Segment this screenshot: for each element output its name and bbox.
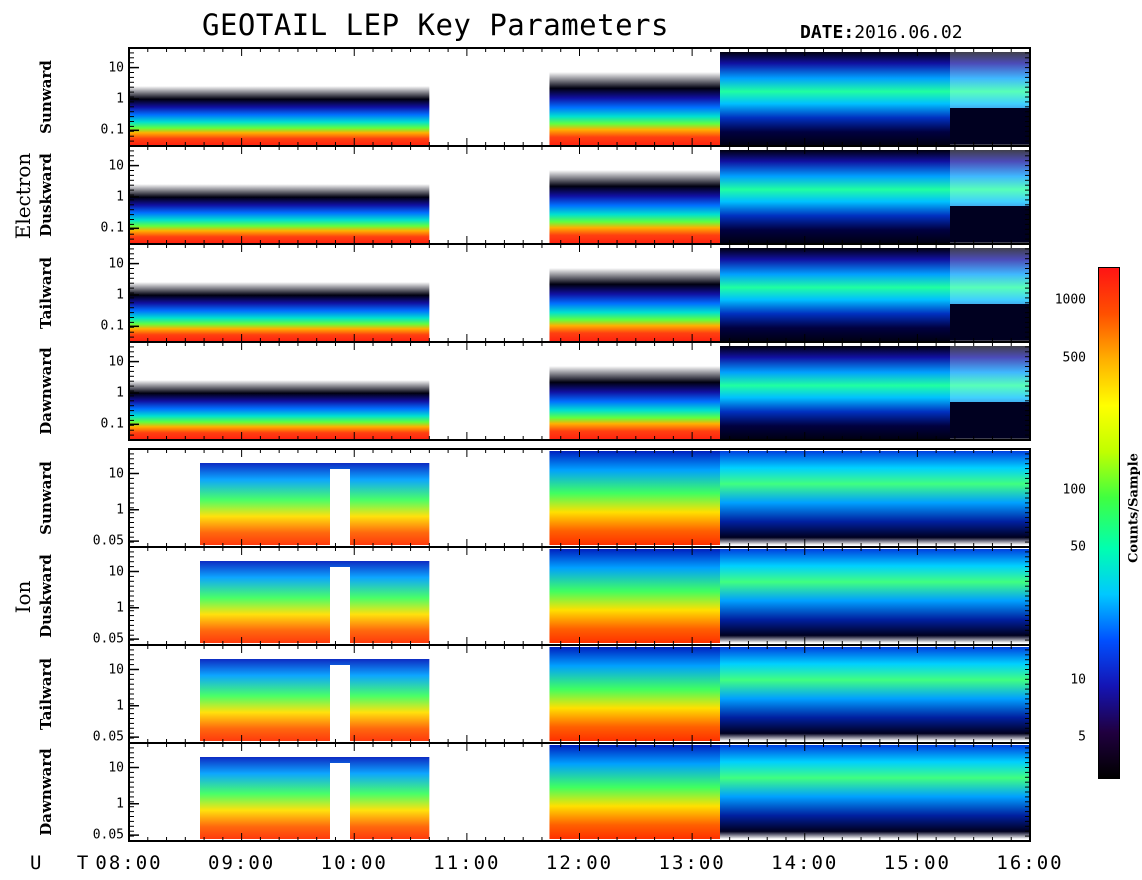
- x-tick-label: 13:00: [658, 852, 726, 874]
- electron-spectrum-late: [720, 248, 950, 342]
- y-tick-label: 10: [108, 466, 124, 481]
- y-tick-label: 0.05: [92, 631, 124, 647]
- x-tick-label: 14:00: [771, 852, 839, 874]
- ion-spectrum-gap: [330, 665, 350, 741]
- spectrogram-panel-electron-tailward: [128, 243, 1031, 343]
- ion-spectrum-late: [720, 745, 1030, 839]
- x-tick-label: 11:00: [433, 852, 501, 874]
- y-tick-label: 1: [116, 287, 124, 303]
- ion-spectrum-mid: [549, 745, 720, 839]
- x-tick-label: 15:00: [883, 852, 951, 874]
- y-tick-label: 10: [108, 760, 124, 775]
- colorbar: [1098, 267, 1120, 779]
- electron-spectrum-mid: [549, 366, 720, 440]
- y-tick-label: 1: [116, 698, 124, 714]
- ion-spectrum-late: [720, 451, 1030, 545]
- y-tick-label: 1: [116, 91, 124, 107]
- electron-spectrum-low-fill: [950, 108, 1030, 144]
- electron-spectrum-early: [129, 282, 430, 342]
- colorbar-tick-label: 5: [1078, 729, 1086, 745]
- colorbar-tick-label: 100: [1062, 482, 1086, 498]
- spectrogram-panel-electron-dawnward: [128, 341, 1031, 441]
- colorbar-title: Counts/Sample: [1126, 453, 1142, 563]
- ion-spectrum-early: [200, 757, 430, 839]
- spectrogram-panel-ion-dawnward: [128, 742, 1031, 842]
- y-tick-label: 0.05: [92, 827, 124, 843]
- electron-spectrum-mid: [549, 170, 720, 244]
- electron-spectrum-mid: [549, 72, 720, 146]
- y-tick-label: 0.05: [92, 533, 124, 549]
- date-display: DATE:2016.06.02: [800, 22, 963, 43]
- y-tick-label: 1: [116, 189, 124, 205]
- date-value: 2016.06.02: [854, 22, 963, 43]
- ion-spectrum-late: [720, 647, 1030, 741]
- y-tick-label: 1: [116, 502, 124, 518]
- spectrogram-panel-ion-duskward: [128, 546, 1031, 646]
- electron-spectrum-late: [720, 346, 950, 440]
- electron-spectrum-low-fill: [950, 304, 1030, 340]
- electron-spectrum-early: [129, 86, 430, 146]
- y-tick-label: 0.1: [100, 122, 124, 138]
- electron-spectrum-early: [129, 184, 430, 244]
- y-tick-label: 1: [116, 385, 124, 401]
- colorbar-tick-label: 10: [1070, 672, 1086, 688]
- ion-spectrum-early: [200, 659, 430, 741]
- electron-spectrum-low-fill: [950, 206, 1030, 242]
- electron-spectrum-early: [129, 380, 430, 440]
- x-tick-label: 08:00: [95, 852, 163, 874]
- ion-spectrum-gap: [330, 763, 350, 839]
- y-tick-label: 1: [116, 600, 124, 616]
- ion-spectrum-mid: [549, 549, 720, 643]
- ion-spectrum-late: [720, 549, 1030, 643]
- ion-spectrum-mid: [549, 647, 720, 741]
- x-tick-label: 12:00: [545, 852, 614, 874]
- spectrogram-panel-ion-tailward: [128, 644, 1031, 744]
- y-tick-label: 0.05: [92, 729, 124, 745]
- electron-spectrum-low-fill: [950, 402, 1030, 438]
- y-tick-label: 10: [108, 158, 124, 174]
- date-label: DATE:: [800, 22, 855, 43]
- electron-spectrum-late: [720, 150, 950, 244]
- x-tick-label: 10:00: [320, 852, 388, 874]
- x-tick-label: 09:00: [208, 852, 276, 874]
- y-tick-label: 10: [108, 60, 124, 76]
- y-tick-label: 0.1: [100, 416, 124, 432]
- colorbar-tick-label: 50: [1070, 539, 1086, 555]
- ut-axis-label: U T: [30, 852, 101, 874]
- ion-spectrum-early: [200, 561, 430, 643]
- y-tick-label: 10: [108, 354, 124, 370]
- ion-spectrum-early: [200, 463, 430, 545]
- x-tick-label: 16:00: [996, 852, 1064, 874]
- y-tick-label: 10: [108, 662, 124, 677]
- y-tick-label: 10: [108, 564, 124, 579]
- ion-spectrum-gap: [330, 567, 350, 643]
- y-tick-label: 0.1: [100, 220, 124, 236]
- colorbar-tick-label: 1000: [1054, 292, 1086, 308]
- ion-spectrum-gap: [330, 469, 350, 545]
- y-tick-label: 1: [116, 796, 124, 812]
- y-tick-label: 0.1: [100, 318, 124, 334]
- spectrogram-panel-ion-sunward: [128, 448, 1031, 548]
- ion-spectrum-mid: [549, 451, 720, 545]
- chart-title: GEOTAIL LEP Key Parameters: [202, 8, 669, 42]
- colorbar-tick-label: 500: [1062, 350, 1086, 365]
- spectrogram-panel-electron-duskward: [128, 145, 1031, 245]
- y-tick-label: 10: [108, 256, 124, 272]
- spectrogram-panel-electron-sunward: [128, 47, 1031, 147]
- electron-spectrum-mid: [549, 268, 720, 342]
- electron-spectrum-late: [720, 52, 950, 146]
